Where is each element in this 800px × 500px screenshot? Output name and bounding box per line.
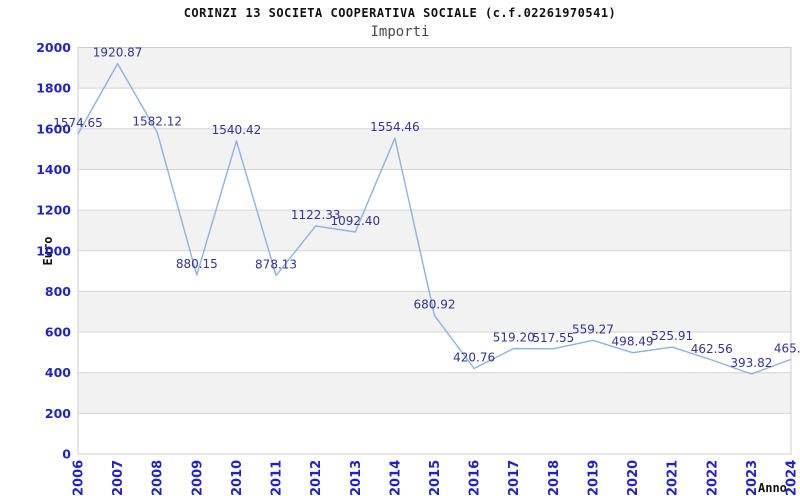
point-label: 680.92 [414, 298, 456, 312]
point-label: 878.13 [255, 258, 297, 272]
y-tick-label: 1400 [36, 162, 71, 177]
grid-band [78, 128, 791, 170]
chart-title: CORINZI 13 SOCIETA COOPERATIVA SOCIALE (… [183, 6, 617, 20]
point-label: 1122.33 [291, 208, 341, 222]
x-tick-label: 2020 [626, 460, 641, 496]
point-label: 498.49 [612, 335, 654, 349]
point-label: 559.27 [572, 322, 614, 336]
y-axis-tick-labels: 0 200 400 600 800 1000 1200 1400 1600 1800 2000 [36, 40, 71, 462]
y-tick-label: 800 [45, 284, 71, 299]
y-tick-label: 200 [45, 406, 71, 421]
point-label: 525.91 [651, 329, 693, 343]
x-tick-label: 2016 [468, 460, 483, 496]
data-line [77, 62, 792, 375]
x-tick-label: 2018 [547, 460, 562, 496]
x-axis-title: Anno [758, 481, 787, 495]
y-tick-label: 1800 [36, 81, 71, 96]
point-label: 519.20 [493, 330, 535, 344]
point-label: 462.56 [691, 342, 733, 356]
x-tick-label: 2017 [507, 460, 522, 496]
point-label: 465.3 [774, 341, 800, 355]
grid-band [78, 47, 791, 89]
x-tick-label: 2009 [190, 460, 205, 496]
point-label: 420.76 [453, 350, 495, 364]
x-axis-tick-labels: 2006 2007 2008 2009 2010 2011 2012 2013 2014 2015… [72, 460, 800, 496]
point-label: 1574.65 [53, 116, 103, 130]
x-tick-label: 2023 [745, 460, 760, 496]
grid-band [78, 291, 791, 333]
x-tick-label: 2007 [111, 460, 126, 496]
x-tick-label: 2012 [309, 460, 324, 496]
x-tick-label: 2008 [151, 460, 166, 496]
grid-band [78, 210, 791, 251]
point-label: 880.15 [176, 257, 218, 271]
y-tick-label: 2000 [36, 40, 71, 55]
point-label: 393.82 [730, 356, 772, 370]
y-tick-label: 1200 [36, 203, 71, 218]
x-tick-label: 2015 [428, 460, 443, 496]
x-tick-label: 2022 [705, 460, 720, 496]
x-tick-label: 2021 [666, 460, 681, 496]
point-label: 517.55 [532, 331, 574, 345]
y-tick-label: 0 [62, 447, 71, 462]
point-label: 1920.87 [93, 46, 143, 60]
x-tick-label: 2019 [586, 460, 601, 496]
plot-background-bands [78, 47, 791, 414]
plot-border [77, 47, 792, 455]
x-tick-label: 2011 [270, 460, 285, 496]
grid-band [78, 372, 791, 414]
y-tick-label: 1000 [36, 243, 71, 258]
point-label: 1554.46 [370, 120, 420, 134]
y-tick-label: 1600 [36, 121, 71, 136]
x-tick-label: 2014 [388, 460, 403, 496]
x-tick-label: 2010 [230, 460, 245, 496]
x-tick-label: 2024 [785, 460, 800, 496]
x-tick-label: 2006 [72, 460, 87, 496]
y-tick-label: 400 [45, 365, 71, 380]
point-label: 1540.42 [212, 123, 262, 137]
chart-subtitle: Importi [370, 24, 430, 40]
x-tick-label: 2013 [349, 460, 364, 496]
point-value-labels: 1574.65 1920.87 1582.12 880.15 1540.42 878.13… [53, 46, 800, 370]
point-label: 1092.40 [330, 214, 380, 228]
point-label: 1582.12 [132, 114, 182, 128]
y-tick-label: 600 [45, 325, 71, 340]
